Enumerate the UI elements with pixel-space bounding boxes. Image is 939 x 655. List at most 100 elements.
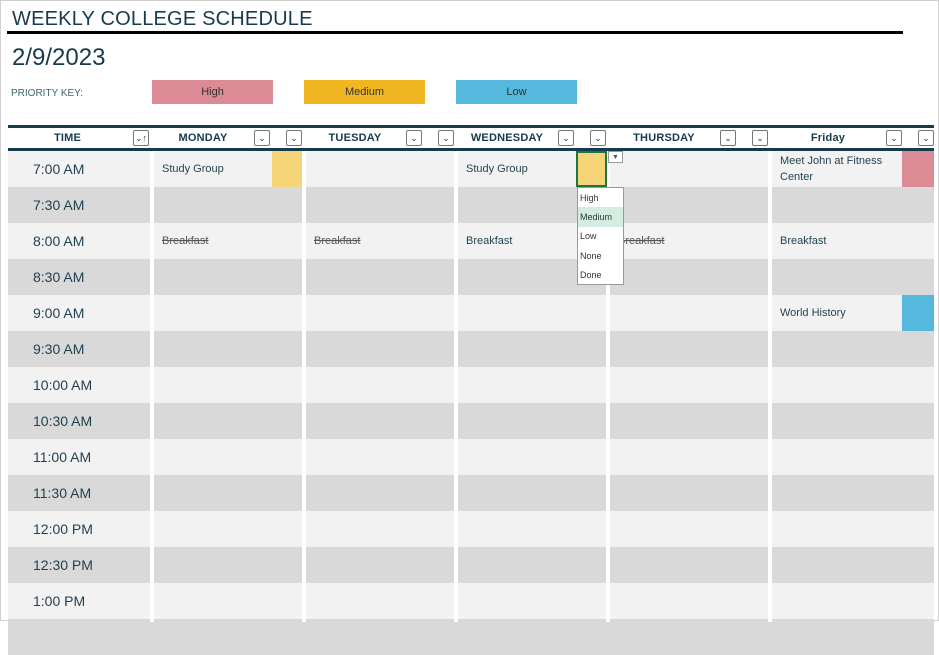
priority-cell-monday[interactable] bbox=[272, 187, 302, 223]
priority-cell-tuesday[interactable] bbox=[424, 619, 454, 655]
event-cell-friday[interactable] bbox=[772, 619, 902, 655]
event-cell-friday[interactable] bbox=[772, 187, 902, 223]
priority-cell-wednesday[interactable] bbox=[576, 511, 606, 547]
priority-cell-tuesday[interactable] bbox=[424, 547, 454, 583]
event-cell-thursday[interactable] bbox=[610, 511, 738, 547]
priority-cell-thursday[interactable] bbox=[738, 547, 768, 583]
event-cell-thursday[interactable] bbox=[610, 619, 738, 655]
event-cell-thursday[interactable] bbox=[610, 475, 738, 511]
event-cell-tuesday[interactable] bbox=[306, 403, 424, 439]
sort-filter-button-time[interactable]: ⌄↑ bbox=[133, 130, 149, 146]
priority-cell-wednesday[interactable] bbox=[576, 151, 606, 187]
event-cell-thursday[interactable] bbox=[610, 295, 738, 331]
priority-cell-friday[interactable] bbox=[902, 295, 934, 331]
event-cell-wednesday[interactable] bbox=[458, 367, 576, 403]
event-cell-thursday[interactable] bbox=[610, 187, 738, 223]
priority-filter-button-monday[interactable]: ⌄ bbox=[286, 130, 302, 146]
priority-cell-monday[interactable] bbox=[272, 367, 302, 403]
event-cell-monday[interactable]: Breakfast bbox=[162, 235, 209, 247]
event-cell-wednesday[interactable] bbox=[458, 331, 576, 367]
priority-cell-wednesday[interactable] bbox=[576, 583, 606, 619]
event-cell-wednesday[interactable] bbox=[458, 295, 576, 331]
event-cell-thursday[interactable]: Breakfast bbox=[618, 235, 665, 247]
event-cell-thursday[interactable] bbox=[610, 547, 738, 583]
event-cell-wednesday[interactable] bbox=[458, 547, 576, 583]
event-cell-friday[interactable]: Meet John at Fitness Center bbox=[780, 155, 883, 183]
event-cell-friday[interactable] bbox=[772, 547, 902, 583]
priority-cell-monday[interactable] bbox=[272, 295, 302, 331]
priority-dropdown-list[interactable]: High Medium Low None Done bbox=[577, 187, 624, 285]
event-cell-wednesday[interactable] bbox=[458, 475, 576, 511]
event-cell-wednesday[interactable] bbox=[458, 619, 576, 655]
event-cell-friday[interactable] bbox=[772, 367, 902, 403]
priority-cell-tuesday[interactable] bbox=[424, 403, 454, 439]
filter-button-tuesday[interactable]: ⌄ bbox=[406, 130, 422, 146]
filter-button-monday[interactable]: ⌄ bbox=[254, 130, 270, 146]
event-cell-thursday[interactable] bbox=[610, 259, 738, 295]
priority-cell-monday[interactable] bbox=[272, 259, 302, 295]
dropdown-option-high[interactable]: High bbox=[580, 192, 599, 203]
dropdown-option-none[interactable]: None bbox=[580, 250, 602, 261]
filter-button-friday[interactable]: ⌄ bbox=[886, 130, 902, 146]
priority-cell-thursday[interactable] bbox=[738, 151, 768, 187]
priority-cell-tuesday[interactable] bbox=[424, 439, 454, 475]
priority-cell-tuesday[interactable] bbox=[424, 475, 454, 511]
event-cell-wednesday[interactable] bbox=[458, 259, 576, 295]
event-cell-monday[interactable] bbox=[154, 295, 272, 331]
event-cell-friday[interactable] bbox=[772, 511, 902, 547]
event-cell-tuesday[interactable] bbox=[306, 367, 424, 403]
event-cell-wednesday[interactable] bbox=[458, 511, 576, 547]
priority-cell-monday[interactable] bbox=[272, 439, 302, 475]
priority-cell-monday[interactable] bbox=[272, 223, 302, 259]
event-cell-monday[interactable] bbox=[154, 259, 272, 295]
event-cell-tuesday[interactable]: Breakfast bbox=[314, 235, 361, 247]
event-cell-friday[interactable] bbox=[772, 583, 902, 619]
event-cell-tuesday[interactable] bbox=[306, 259, 424, 295]
priority-cell-monday[interactable] bbox=[272, 475, 302, 511]
priority-cell-thursday[interactable] bbox=[738, 367, 768, 403]
priority-cell-monday[interactable] bbox=[272, 151, 302, 187]
priority-cell-thursday[interactable] bbox=[738, 583, 768, 619]
selected-priority-cell[interactable] bbox=[576, 151, 607, 187]
event-cell-monday[interactable] bbox=[154, 475, 272, 511]
dropdown-option-low[interactable]: Low bbox=[580, 231, 597, 242]
priority-cell-tuesday[interactable] bbox=[424, 331, 454, 367]
event-cell-monday[interactable] bbox=[154, 511, 272, 547]
event-cell-monday[interactable] bbox=[154, 187, 272, 223]
priority-cell-thursday[interactable] bbox=[738, 511, 768, 547]
priority-cell-thursday[interactable] bbox=[738, 403, 768, 439]
event-cell-thursday[interactable] bbox=[610, 403, 738, 439]
dropdown-option-medium[interactable]: Medium bbox=[578, 207, 623, 227]
event-cell-friday[interactable]: Breakfast bbox=[780, 235, 827, 247]
schedule-date[interactable]: 2/9/2023 bbox=[12, 44, 106, 71]
event-cell-tuesday[interactable] bbox=[306, 475, 424, 511]
priority-filter-button-wednesday[interactable]: ⌄ bbox=[590, 130, 606, 146]
priority-cell-tuesday[interactable] bbox=[424, 367, 454, 403]
priority-cell-wednesday[interactable] bbox=[576, 295, 606, 331]
event-cell-friday[interactable] bbox=[772, 259, 902, 295]
priority-cell-wednesday[interactable] bbox=[576, 547, 606, 583]
priority-cell-friday[interactable] bbox=[902, 403, 934, 439]
event-cell-monday[interactable] bbox=[154, 547, 272, 583]
priority-cell-monday[interactable] bbox=[272, 583, 302, 619]
event-cell-monday[interactable] bbox=[154, 619, 272, 655]
event-cell-friday[interactable] bbox=[772, 331, 902, 367]
dropdown-arrow-button[interactable]: ▼ bbox=[608, 151, 623, 163]
priority-filter-button-tuesday[interactable]: ⌄ bbox=[438, 130, 454, 146]
event-cell-thursday[interactable] bbox=[610, 583, 738, 619]
priority-cell-tuesday[interactable] bbox=[424, 259, 454, 295]
event-cell-friday[interactable]: World History bbox=[780, 307, 846, 319]
priority-cell-friday[interactable] bbox=[902, 583, 934, 619]
priority-cell-monday[interactable] bbox=[272, 511, 302, 547]
event-cell-monday[interactable] bbox=[154, 331, 272, 367]
event-cell-thursday[interactable] bbox=[610, 331, 738, 367]
event-cell-monday[interactable]: Study Group bbox=[162, 163, 224, 175]
priority-cell-monday[interactable] bbox=[272, 547, 302, 583]
priority-cell-friday[interactable] bbox=[902, 259, 934, 295]
priority-cell-friday[interactable] bbox=[902, 367, 934, 403]
priority-filter-button-friday[interactable]: ⌄ bbox=[918, 130, 934, 146]
event-cell-thursday[interactable] bbox=[610, 367, 738, 403]
event-cell-tuesday[interactable] bbox=[306, 331, 424, 367]
priority-cell-friday[interactable] bbox=[902, 151, 934, 187]
priority-cell-friday[interactable] bbox=[902, 439, 934, 475]
